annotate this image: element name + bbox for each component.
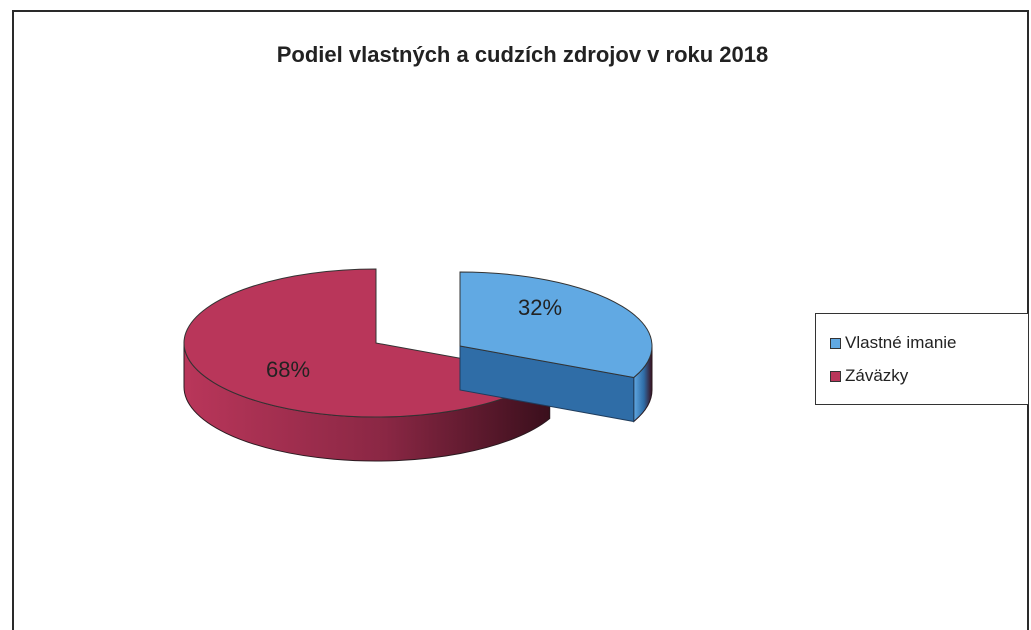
pie-slice-1 bbox=[183, 268, 551, 462]
legend-label: Vlastné imanie bbox=[845, 333, 957, 352]
legend-swatch-vlastne-imanie bbox=[830, 337, 841, 349]
legend-item-vlastne-imanie: Vlastné imanie bbox=[830, 332, 1028, 354]
legend-swatch-zavazky bbox=[830, 370, 841, 382]
legend-item-zavazky: Záväzky bbox=[830, 365, 1028, 387]
data-label-0: 32% bbox=[518, 295, 562, 320]
chart-area: Podiel vlastných a cudzích zdrojov v rok… bbox=[12, 10, 1029, 630]
pie-chart: 32% 68% bbox=[183, 268, 653, 462]
pie-slice-0 bbox=[459, 271, 653, 423]
chart-title: Podiel vlastných a cudzích zdrojov v rok… bbox=[276, 42, 769, 67]
chart-legend: Vlastné imanie Záväzky bbox=[815, 313, 1029, 405]
legend-label: Záväzky bbox=[845, 366, 909, 385]
data-label-1: 68% bbox=[266, 357, 310, 382]
